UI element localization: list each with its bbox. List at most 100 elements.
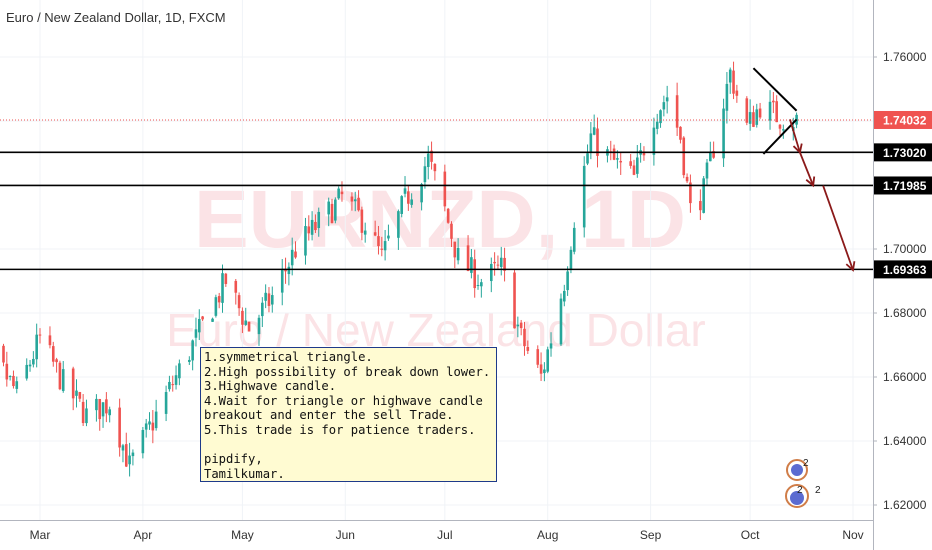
levels — [0, 119, 873, 271]
candle-body — [154, 411, 158, 429]
candle-body — [536, 349, 540, 365]
candle-body — [423, 166, 427, 183]
current-price-tag-bg — [874, 110, 932, 129]
candle-body — [772, 100, 775, 103]
candle — [659, 109, 662, 128]
candle-body — [632, 165, 636, 175]
candle — [270, 286, 274, 313]
candle — [489, 257, 493, 293]
note-line: Tamilkumar. — [204, 466, 285, 481]
candle — [543, 362, 546, 382]
candle-body — [636, 157, 639, 174]
candle-body — [353, 199, 357, 202]
candle — [758, 102, 762, 120]
candle — [81, 394, 85, 427]
candle — [191, 339, 194, 371]
candle-body — [330, 203, 334, 224]
level-tag-bg — [874, 176, 932, 195]
candle — [151, 410, 155, 444]
candle-body — [128, 455, 131, 465]
svg-text:2: 2 — [803, 458, 809, 469]
candle-body — [748, 112, 752, 124]
candle-body — [443, 171, 447, 207]
candle — [636, 144, 639, 178]
candle-body — [589, 133, 593, 152]
candle-body — [78, 392, 82, 399]
candle — [655, 113, 659, 135]
candle — [403, 176, 407, 198]
candle-body — [32, 358, 35, 365]
candle-body — [675, 95, 679, 128]
note-line: 1.symmetrical triangle. — [204, 350, 373, 364]
candle-body — [191, 340, 194, 361]
candle — [15, 376, 19, 394]
candle — [327, 197, 330, 227]
candle-body — [768, 101, 772, 121]
annotation-note[interactable]: 1.symmetrical triangle. 2.High possibilit… — [200, 347, 497, 482]
forecast-arrow-head — [805, 176, 816, 188]
candle — [450, 221, 453, 247]
candle — [32, 351, 35, 368]
candle-body — [290, 249, 294, 266]
candle — [55, 357, 58, 373]
note-line: 5.This trade is for patience traders. — [204, 422, 476, 437]
candle-body — [549, 343, 553, 349]
candle — [178, 359, 181, 386]
candle — [499, 246, 503, 276]
candle-body — [357, 197, 360, 211]
event-marker-earnings[interactable]: 2 — [786, 458, 809, 481]
candle — [128, 442, 131, 477]
candle-body — [400, 196, 404, 214]
candle — [95, 394, 98, 422]
candle-body — [612, 148, 616, 160]
candle — [314, 214, 317, 234]
candle — [360, 206, 364, 241]
candle-body — [15, 381, 19, 389]
candle — [194, 317, 198, 347]
candle-body — [188, 359, 191, 362]
candle — [51, 341, 55, 367]
candle-body — [164, 392, 168, 414]
candle-body — [775, 101, 778, 123]
level-tag-label: 1.71985 — [883, 179, 927, 193]
x-tick-label: Apr — [134, 528, 153, 542]
candle — [632, 159, 636, 176]
candle-body — [201, 316, 204, 320]
candle — [513, 270, 516, 329]
candle — [387, 224, 390, 241]
candle-body — [665, 97, 669, 102]
candle — [197, 309, 201, 341]
svg-text:2: 2 — [815, 485, 821, 496]
x-axis[interactable]: Mar Apr May Jun Jul Aug Sep Oct Nov — [0, 520, 873, 543]
candle-body — [456, 247, 460, 261]
note-line: 4.Wait for triangle or highwave candle — [204, 393, 483, 408]
candle-body — [244, 320, 248, 325]
candle — [616, 150, 619, 169]
candle-body — [745, 98, 749, 123]
candle — [735, 84, 739, 103]
event-marker-dividends[interactable]: 2 2 — [785, 484, 821, 508]
level-tag-label: 1.73020 — [883, 146, 927, 160]
forecast-arrow — [799, 152, 816, 188]
candle-body — [221, 273, 224, 303]
candle-body — [108, 409, 111, 416]
candle — [685, 173, 689, 184]
candle — [380, 236, 384, 257]
candle-body — [178, 363, 181, 379]
candle — [775, 95, 778, 123]
forecast-arrow-shaft — [789, 119, 801, 153]
candle-body — [118, 407, 121, 448]
candle — [689, 174, 692, 213]
candle-body — [294, 251, 297, 258]
candle — [237, 292, 241, 316]
candle-body — [426, 153, 430, 167]
candle-body — [705, 162, 709, 179]
y-axis[interactable]: 1.620001.640001.660001.680001.700001.720… — [873, 0, 932, 550]
candle — [549, 332, 553, 357]
candle-body — [503, 257, 506, 271]
candle — [357, 190, 360, 212]
candle-body — [51, 346, 55, 362]
candle-body — [559, 298, 563, 345]
event-markers[interactable]: 2 2 2 — [785, 458, 821, 508]
